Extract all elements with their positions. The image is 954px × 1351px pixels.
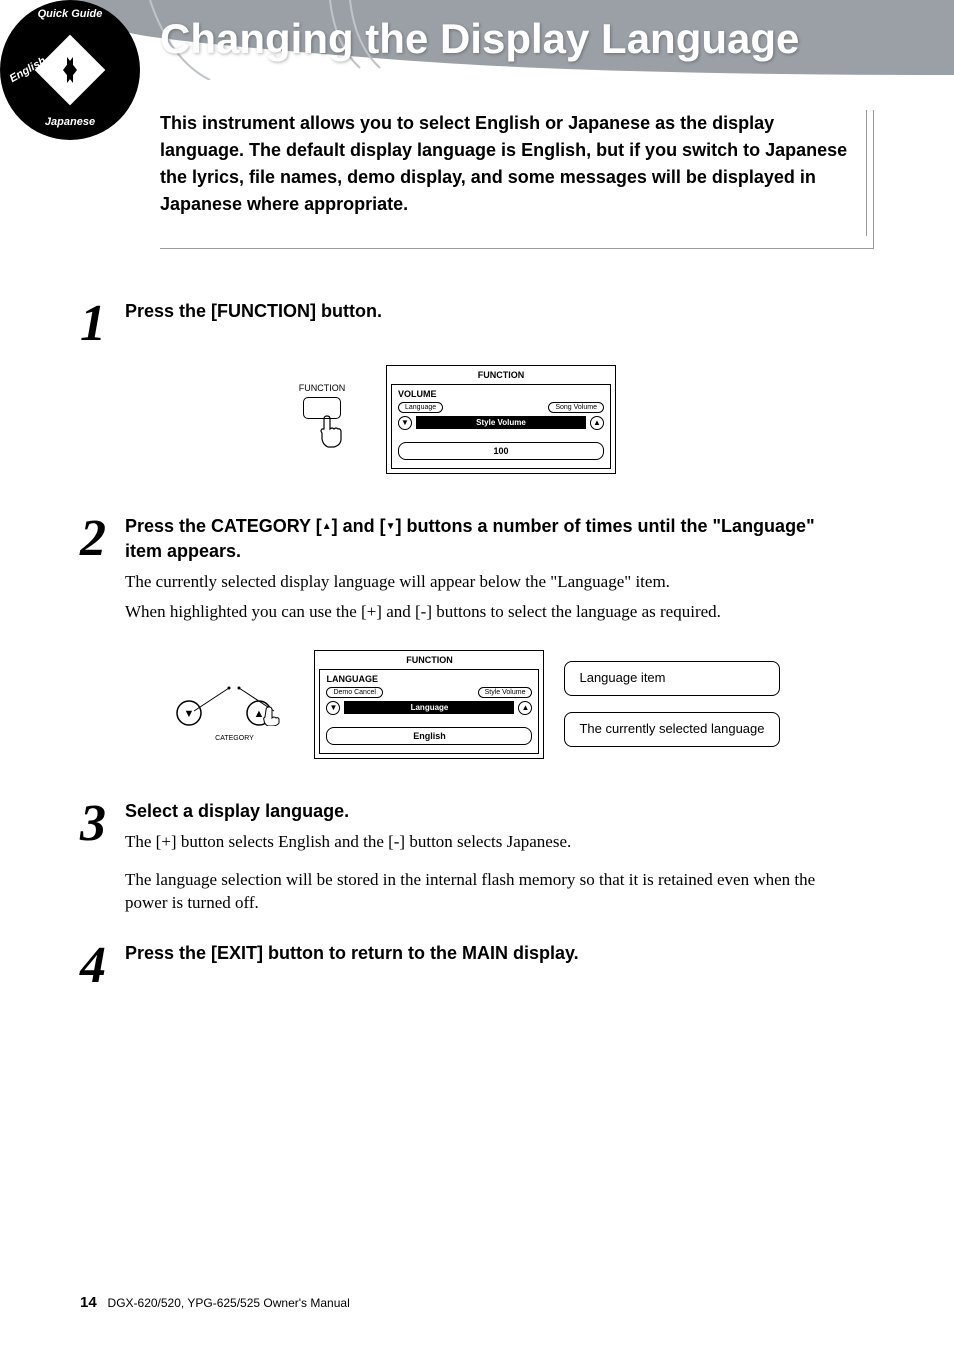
lcd1-arrow-down-icon: ▼ (398, 416, 412, 430)
lcd2-arrow-down-icon: ▼ (326, 701, 340, 715)
lcd1-center-bar: Style Volume (416, 416, 586, 429)
page-title: Changing the Display Language (160, 15, 914, 63)
step-3-body-1: The [+] button selects English and the [… (125, 830, 834, 854)
quick-guide-badge: Quick Guide English Japanese (0, 0, 140, 140)
step-2-heading: Press the CATEGORY [] and [] buttons a n… (125, 514, 834, 564)
lcd1-tab-right: Song Volume (548, 402, 604, 413)
step-3-body-2: The language selection will be stored in… (125, 868, 834, 916)
lcd2-section: LANGUAGE (326, 674, 532, 684)
lcd1-tab-left: Language (398, 402, 443, 413)
function-button-diagram: FUNCTION (298, 383, 346, 456)
hand-cursor-icon (316, 415, 346, 451)
badge-top-text: Quick Guide (38, 8, 103, 20)
svg-text:▼: ▼ (184, 708, 195, 720)
step-number-3: 3 (80, 803, 125, 845)
step-1-heading: Press the [FUNCTION] button. (125, 299, 834, 324)
svg-text:▲: ▲ (254, 708, 265, 720)
lcd-screen-2: FUNCTION LANGUAGE Demo Cancel Style Volu… (314, 650, 544, 759)
figure-area-1: FUNCTION FUNCTION VOLUME Language Song V… (80, 365, 834, 474)
lcd1-header: FUNCTION (391, 370, 611, 380)
step-1: 1 Press the [FUNCTION] button. (80, 299, 834, 345)
figure-area-2: ▼ ▲ CATEGORY FUNCTION LANGUAGE Demo Canc… (80, 650, 834, 759)
page-number: 14 (80, 1294, 97, 1311)
intro-text: This instrument allows you to select Eng… (160, 110, 861, 218)
lcd1-arrow-up-icon: ▲ (590, 416, 604, 430)
function-button-label: FUNCTION (298, 383, 346, 393)
step-2: 2 Press the CATEGORY [] and [] buttons a… (80, 514, 834, 630)
lcd2-center-bar: Language (344, 701, 514, 714)
badge-bottom-text: Japanese (45, 116, 95, 128)
callout-language-item: Language item (564, 661, 779, 696)
category-button-diagram: ▼ ▲ CATEGORY (174, 666, 294, 742)
lcd1-value: 100 (398, 442, 604, 460)
callout-current-language: The currently selected language (564, 712, 779, 747)
lcd2-tab-left: Demo Cancel (326, 687, 382, 698)
lcd2-tab-right: Style Volume (478, 687, 533, 698)
lcd2-arrow-up-icon: ▲ (518, 701, 532, 715)
intro-box: This instrument allows you to select Eng… (160, 110, 874, 249)
category-button-label: CATEGORY (174, 735, 294, 742)
lcd-screen-1: FUNCTION VOLUME Language Song Volume ▼ S… (386, 365, 616, 474)
step-4: 4 Press the [EXIT] button to return to t… (80, 941, 834, 987)
step-number-4: 4 (80, 945, 125, 987)
step-3: 3 Select a display language. The [+] but… (80, 799, 834, 922)
step-2-body-1: The currently selected display language … (125, 570, 834, 594)
lcd2-value: English (326, 727, 532, 745)
badge-diamond-icon (35, 35, 106, 106)
step-number-2: 2 (80, 518, 125, 560)
page-footer: 14 DGX-620/520, YPG-625/525 Owner's Manu… (80, 1294, 350, 1311)
step-number-1: 1 (80, 303, 125, 345)
step-3-heading: Select a display language. (125, 799, 834, 824)
step-4-heading: Press the [EXIT] button to return to the… (125, 941, 834, 966)
lcd2-header: FUNCTION (319, 655, 539, 665)
footer-manual-title: DGX-620/520, YPG-625/525 Owner's Manual (108, 1296, 350, 1310)
lcd1-section: VOLUME (398, 389, 604, 399)
step-2-body-2: When highlighted you can use the [+] and… (125, 600, 834, 624)
